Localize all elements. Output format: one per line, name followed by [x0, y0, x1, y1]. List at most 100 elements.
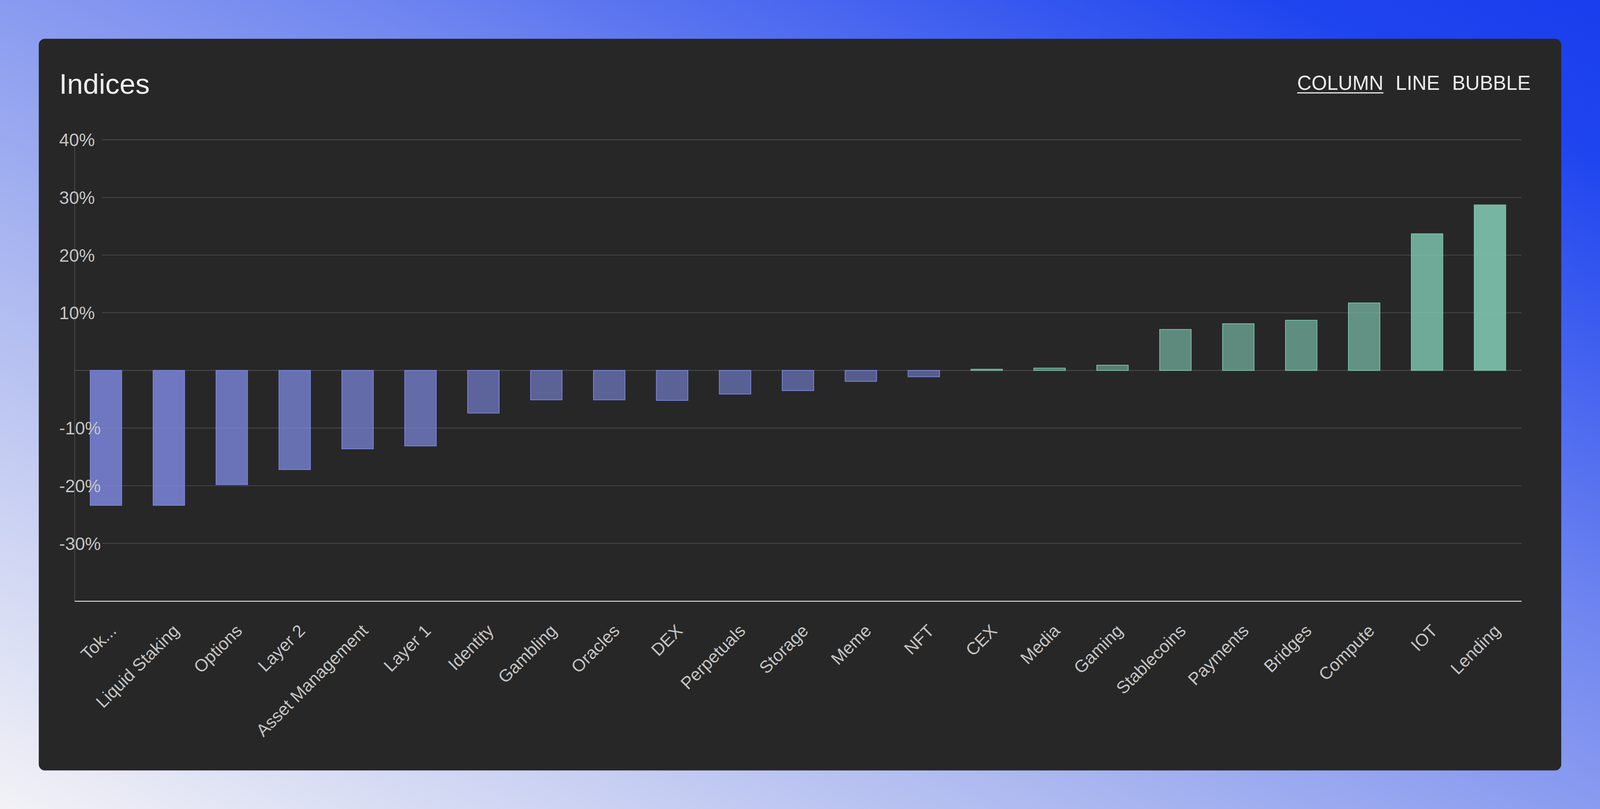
y-tick: -20% [59, 476, 102, 497]
grid-line [101, 254, 1522, 256]
x-tick-label: Layer 1 [380, 620, 435, 675]
y-tick-label: -10% [59, 418, 102, 439]
grid [101, 139, 1522, 544]
grid-line [101, 139, 1522, 141]
y-tick-label: 10% [59, 303, 95, 324]
chart-canvas: Indices BUBBLE LINE COLUMN 40% 30% 20% 10% -10% -… [0, 0, 1600, 809]
x-tick-label: IOT [1407, 620, 1442, 655]
x-tick: Options [189, 601, 246, 677]
x-tick: Compute [1314, 601, 1379, 685]
x-tick-label: Liquid Staking [92, 620, 183, 712]
x-tick: Bridges [1260, 601, 1316, 677]
x-tick-label: DEX [647, 620, 686, 660]
x-tick-label: Asset Management [252, 620, 372, 741]
x-tick-label: Options [189, 620, 246, 677]
bar [1222, 323, 1255, 371]
bar [530, 370, 563, 400]
x-tick-label: Identity [444, 620, 498, 674]
chart-title: Indices [59, 67, 150, 100]
view-tab[interactable]: BUBBLE [1451, 71, 1531, 95]
y-axis-line [74, 139, 75, 602]
x-tick-label: Stablecoins [1112, 620, 1190, 698]
view-tab[interactable]: COLUMN [1297, 71, 1384, 95]
bar [467, 370, 500, 413]
x-tick-label: Compute [1314, 620, 1379, 684]
bar [153, 370, 185, 506]
x-tick: Gambling [494, 601, 561, 688]
x-tick-label: Payments [1184, 620, 1253, 689]
view-tab[interactable]: LINE [1395, 71, 1440, 95]
bar [1096, 365, 1129, 371]
x-tick-label: Meme [827, 620, 875, 669]
x-tick-label: Lending [1446, 620, 1504, 678]
x-tick-label: Storage [755, 620, 813, 678]
x-tick: Layer 1 [380, 601, 435, 676]
x-tick: Liquid Staking [92, 601, 183, 712]
y-tick-label: -20% [59, 476, 102, 497]
bar [971, 369, 1003, 371]
x-axis: Tok...Liquid StakingOptionsLayer 2Asset … [74, 601, 1522, 741]
x-tick-label: NFT [900, 620, 938, 659]
x-tick: Gaming [1069, 601, 1127, 678]
tab-underline [1297, 92, 1384, 94]
x-tick: Lending [1446, 601, 1504, 679]
y-tick-label: 20% [59, 245, 95, 266]
y-tick: 20% [59, 245, 95, 266]
bar [1474, 205, 1506, 371]
bar [341, 370, 374, 449]
y-tick-label: 30% [59, 187, 95, 208]
x-tick-label: Layer 2 [254, 620, 309, 675]
x-tick: Payments [1184, 601, 1253, 690]
card [38, 38, 1561, 771]
bar [1159, 329, 1192, 371]
bar [1285, 320, 1318, 371]
bar [404, 370, 437, 446]
bar [782, 370, 815, 391]
x-tick-label: Gaming [1069, 620, 1127, 678]
x-tick: Media [1016, 601, 1064, 668]
x-tick-label: Tok... [76, 620, 120, 664]
x-tick: NFT [900, 601, 938, 659]
bar [845, 370, 877, 382]
x-axis-line [74, 600, 1522, 602]
view-tabs: BUBBLE LINE COLUMN [1297, 71, 1531, 95]
x-tick-label: Oracles [567, 620, 624, 677]
y-tick: 40% [59, 130, 95, 150]
x-tick: Perpetuals [676, 601, 750, 693]
x-tick: Tok... [76, 601, 120, 664]
grid-line [101, 196, 1522, 198]
bar [593, 370, 625, 400]
x-tick-label: Perpetuals [676, 620, 750, 693]
grid-line [101, 542, 1522, 544]
bars [90, 205, 1506, 506]
y-axis: 40% 30% 20% 10% -10% -20% -30% [59, 130, 102, 602]
x-tick: Meme [827, 601, 875, 669]
x-tick-label: Media [1016, 620, 1064, 668]
bar [1348, 303, 1381, 371]
grid-line [101, 312, 1522, 314]
x-tick: Identity [444, 601, 498, 674]
x-tick: Storage [755, 601, 813, 678]
y-tick: 30% [59, 187, 95, 208]
bar [656, 370, 688, 401]
x-tick: DEX [647, 601, 686, 660]
x-tick: Asset Management [252, 601, 372, 741]
bar [908, 370, 940, 377]
x-tick-label: Bridges [1260, 620, 1316, 676]
bar [1033, 367, 1066, 371]
bar [216, 370, 248, 485]
y-tick: -10% [59, 418, 102, 439]
bar [1411, 233, 1443, 371]
bar [719, 370, 751, 395]
y-tick-label: 40% [59, 130, 95, 150]
grid-line [101, 485, 1522, 486]
x-tick-label: Gambling [494, 620, 561, 687]
grid-line [101, 427, 1522, 429]
x-tick: IOT [1407, 601, 1442, 656]
x-tick: CEX [961, 601, 1001, 660]
x-tick: Layer 2 [254, 601, 309, 676]
x-tick: Stablecoins [1112, 601, 1190, 699]
x-tick: Oracles [567, 601, 624, 677]
y-tick: -30% [59, 533, 102, 554]
y-tick-label: -30% [59, 533, 102, 554]
